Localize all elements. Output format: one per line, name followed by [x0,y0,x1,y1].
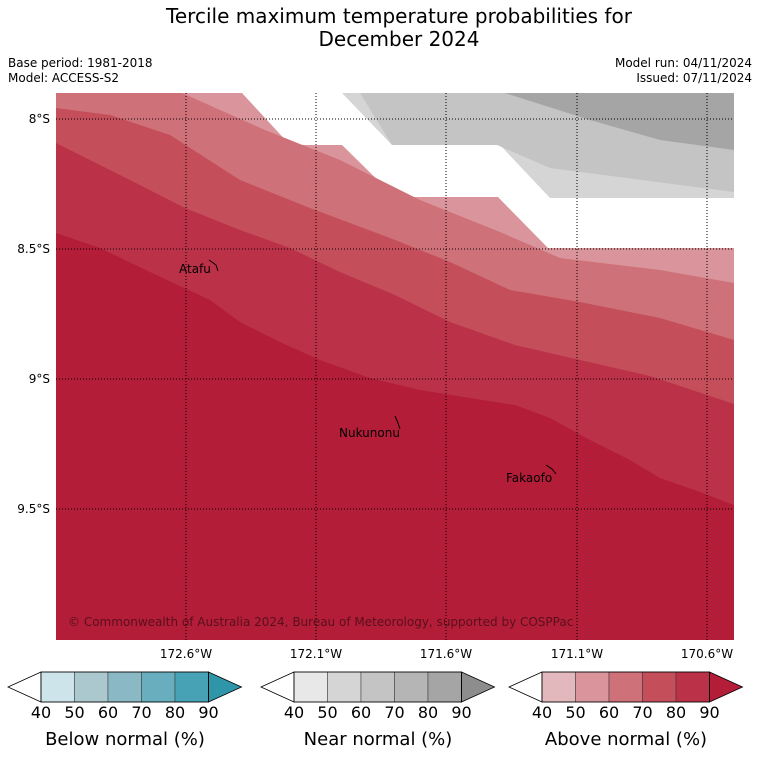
near-colorbar-left-arrow [260,671,295,703]
above-colorbar-segment-1 [575,671,610,703]
below-colorbar-left-arrow [7,671,42,703]
below-colorbar-segment-2 [107,671,142,703]
near-colorbar-segment-2 [360,671,395,703]
above-colorbar-left-arrow [508,671,543,703]
below-colorbar-tick-40: 40 [30,703,52,722]
near-normal-colorbar [260,671,496,703]
near-colorbar-tick-90: 90 [451,703,472,722]
meta-right: Model run: 04/11/2024 Issued: 07/11/2024 [615,56,752,86]
near-colorbar-right-arrow [461,671,496,703]
lat-label-9: 9°S [28,372,50,386]
chart-title: Tercile maximum temperature probabilitie… [0,5,758,51]
below-colorbar-segment-4 [174,671,209,703]
lon-label-172-6: 172.6°W [159,647,213,661]
above-colorbar-outline [541,671,710,703]
near-colorbar-segment-3 [394,671,429,703]
lat-label-9-5: 9.5°S [17,502,50,516]
title-line-1: Tercile maximum temperature probabilitie… [166,4,632,28]
lon-label-172-1: 172.1°W [289,647,343,661]
colorbars [7,671,744,703]
near-colorbar-tick-60: 60 [350,703,372,722]
above-colorbar-tick-60: 60 [598,703,620,722]
nukunonu-island-outline [394,415,401,430]
above-normal-colorbar [508,671,744,703]
lat-label-8: 8°S [28,112,50,126]
below-colorbar-tick-90: 90 [198,703,219,722]
lat-label-8-5: 8.5°S [17,242,50,256]
below-colorbar-segment-1 [74,671,109,703]
lon-label-171-1: 171.1°W [550,647,604,661]
near-colorbar-outline [293,671,462,703]
above-normal-label: Above normal (%) [544,729,708,750]
above-colorbar-tick-40: 40 [531,703,553,722]
above-colorbar-tick-70: 70 [632,703,653,722]
near-colorbar-tick-40: 40 [283,703,305,722]
above-colorbar-segment-2 [608,671,643,703]
model-run: Model run: 04/11/2024 [614,56,752,70]
above-colorbar-segment-3 [642,671,677,703]
near-colorbar-tick-80: 80 [417,703,439,722]
below-normal-colorbar [7,671,243,703]
place-atafu: Atafu [179,262,211,276]
below-colorbar-tick-50: 50 [64,703,85,722]
below-colorbar-tick-80: 80 [164,703,186,722]
near-normal-label: Near normal (%) [303,729,453,750]
below-colorbar-segment-3 [141,671,176,703]
issued-date: Issued: 07/11/2024 [636,71,752,85]
place-nukunonu: Nukunonu [339,426,400,440]
near-colorbar-tick-50: 50 [317,703,338,722]
meta-left: Base period: 1981-2018 Model: ACCESS-S2 [8,56,153,86]
lon-label-170-6: 170.6°W [680,647,734,661]
below-colorbar-outline [40,671,209,703]
above-colorbar-tick-50: 50 [565,703,586,722]
near-colorbar-tick-70: 70 [384,703,405,722]
above-colorbar-tick-90: 90 [699,703,720,722]
above-colorbar-segment-0 [541,671,576,703]
title-line-2: December 2024 [318,27,480,51]
above-normal-90-region [56,233,734,640]
below-colorbar-right-arrow [208,671,243,703]
place-fakaofo: Fakaofo [506,471,552,485]
near-colorbar-segment-1 [327,671,362,703]
above-colorbar-right-arrow [709,671,744,703]
near-colorbar-segment-4 [427,671,462,703]
fakaofo-island-outline [545,464,557,475]
atafu-island-outline [208,259,219,272]
base-period: Base period: 1981-2018 [8,56,153,70]
above-colorbar-tick-80: 80 [665,703,687,722]
near-normal-70-region [505,93,734,150]
graticule [56,93,734,640]
above-colorbar-segment-4 [675,671,710,703]
below-colorbar-tick-60: 60 [97,703,119,722]
copyright-notice: © Commonwealth of Australia 2024, Bureau… [68,615,573,629]
below-colorbar-segment-0 [40,671,75,703]
below-normal-label: Below normal (%) [45,729,205,750]
near-colorbar-segment-0 [293,671,328,703]
model-name: Model: ACCESS-S2 [8,71,120,85]
lon-label-171-6: 171.6°W [419,647,473,661]
below-colorbar-tick-70: 70 [131,703,152,722]
map-fills: Atafu Nukunonu Fakaofo © Commonwealth of… [56,93,734,640]
